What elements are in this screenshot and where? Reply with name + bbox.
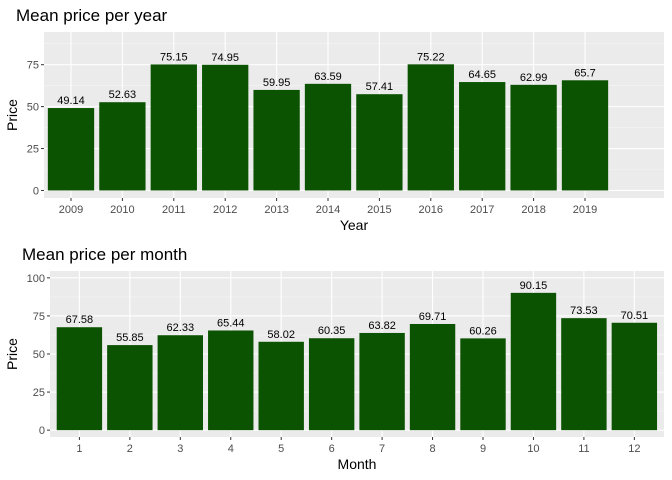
bar-2017: [459, 82, 506, 191]
data-label: 73.53: [570, 305, 598, 317]
bar-11: [561, 318, 607, 431]
x-tick-label: 2018: [521, 204, 545, 216]
x-tick-label: 2015: [367, 204, 391, 216]
bar-10: [510, 292, 557, 431]
y-tick-label: 75: [27, 60, 39, 72]
chart-title: Mean price per year: [16, 6, 168, 25]
bar-7: [359, 332, 405, 431]
data-label: 52.63: [109, 89, 137, 101]
data-label: 63.59: [314, 71, 342, 83]
bar-2009: [47, 108, 95, 191]
x-tick-label: 1: [76, 443, 82, 455]
x-tick-label: 2016: [419, 204, 443, 216]
data-label: 62.33: [167, 322, 195, 334]
x-axis-title: Year: [340, 217, 369, 233]
bar-2015: [356, 94, 403, 191]
y-axis-title: Price: [4, 338, 20, 370]
data-label: 60.26: [469, 325, 497, 337]
data-label: 69.71: [419, 311, 447, 323]
data-label: 59.95: [263, 77, 291, 89]
x-tick-label: 2017: [470, 204, 494, 216]
x-tick-label: 2: [127, 443, 133, 455]
x-tick-label: 5: [278, 443, 284, 455]
x-tick-label: 12: [628, 443, 640, 455]
bar-2019: [561, 80, 609, 191]
x-tick-label: 2012: [213, 204, 237, 216]
y-tick-label: 100: [27, 273, 45, 285]
x-tick-label: 7: [379, 443, 385, 455]
x-tick-label: 2010: [110, 204, 134, 216]
data-label: 70.51: [621, 310, 649, 322]
bar-2011: [150, 64, 197, 191]
bar-2012: [202, 64, 249, 191]
x-tick-label: 2019: [573, 204, 597, 216]
x-tick-label: 8: [429, 443, 435, 455]
y-tick-label: 75: [33, 311, 45, 323]
data-label: 74.95: [211, 52, 239, 64]
x-axis-title: Month: [338, 456, 377, 472]
y-tick-label: 50: [33, 349, 45, 361]
bar-6: [308, 338, 355, 431]
chart-mean-price-per-year: Mean price per year 49.14 52.63 75.15 74.95…: [4, 6, 664, 233]
y-tick-label: 50: [27, 102, 39, 114]
bar-4: [208, 330, 254, 431]
bar-2: [107, 345, 153, 431]
x-tick-label: 10: [527, 443, 539, 455]
bar-2016: [407, 64, 454, 191]
chart-title: Mean price per month: [22, 245, 187, 264]
bar-2010: [99, 102, 146, 191]
x-tick-label: 2014: [316, 204, 340, 216]
x-tick-label: 2009: [59, 204, 83, 216]
y-tick-label: 25: [33, 387, 45, 399]
x-tick-label: 9: [480, 443, 486, 455]
data-label: 90.15: [520, 280, 548, 292]
data-label: 63.82: [368, 320, 396, 332]
bar-5: [258, 341, 304, 431]
chart-mean-price-per-month: Mean price per month 67.58 55.85 62.33 65.4…: [4, 245, 664, 472]
data-label: 60.35: [318, 325, 346, 337]
y-axis-title: Price: [4, 99, 20, 131]
bar-1: [56, 327, 103, 431]
bar-2013: [253, 89, 300, 191]
data-label: 65.44: [217, 317, 245, 329]
data-label: 57.41: [366, 81, 394, 93]
data-label: 75.15: [160, 51, 188, 63]
data-label: 75.22: [417, 51, 445, 63]
data-label: 64.65: [468, 69, 496, 81]
bar-9: [460, 338, 506, 431]
bar-3: [157, 335, 203, 431]
x-tick-label: 6: [329, 443, 335, 455]
y-tick-label: 0: [33, 185, 39, 197]
y-tick-label: 0: [39, 425, 45, 437]
bar-12: [611, 322, 658, 431]
bar-2014: [304, 83, 352, 191]
data-label: 67.58: [66, 314, 94, 326]
data-label: 58.02: [267, 329, 295, 341]
bar-8: [409, 323, 456, 431]
data-label: 55.85: [116, 332, 144, 344]
x-tick-label: 11: [578, 443, 589, 455]
x-tick-label: 3: [177, 443, 183, 455]
data-label: 65.7: [574, 67, 595, 79]
bar-2018: [510, 84, 557, 191]
data-label: 62.99: [520, 72, 548, 84]
x-tick-label: 2013: [264, 204, 288, 216]
y-tick-label: 25: [27, 144, 39, 156]
x-tick-label: 2011: [162, 204, 186, 216]
data-label: 49.14: [57, 95, 85, 107]
plot-panel: [44, 32, 664, 198]
x-tick-label: 4: [228, 443, 234, 455]
